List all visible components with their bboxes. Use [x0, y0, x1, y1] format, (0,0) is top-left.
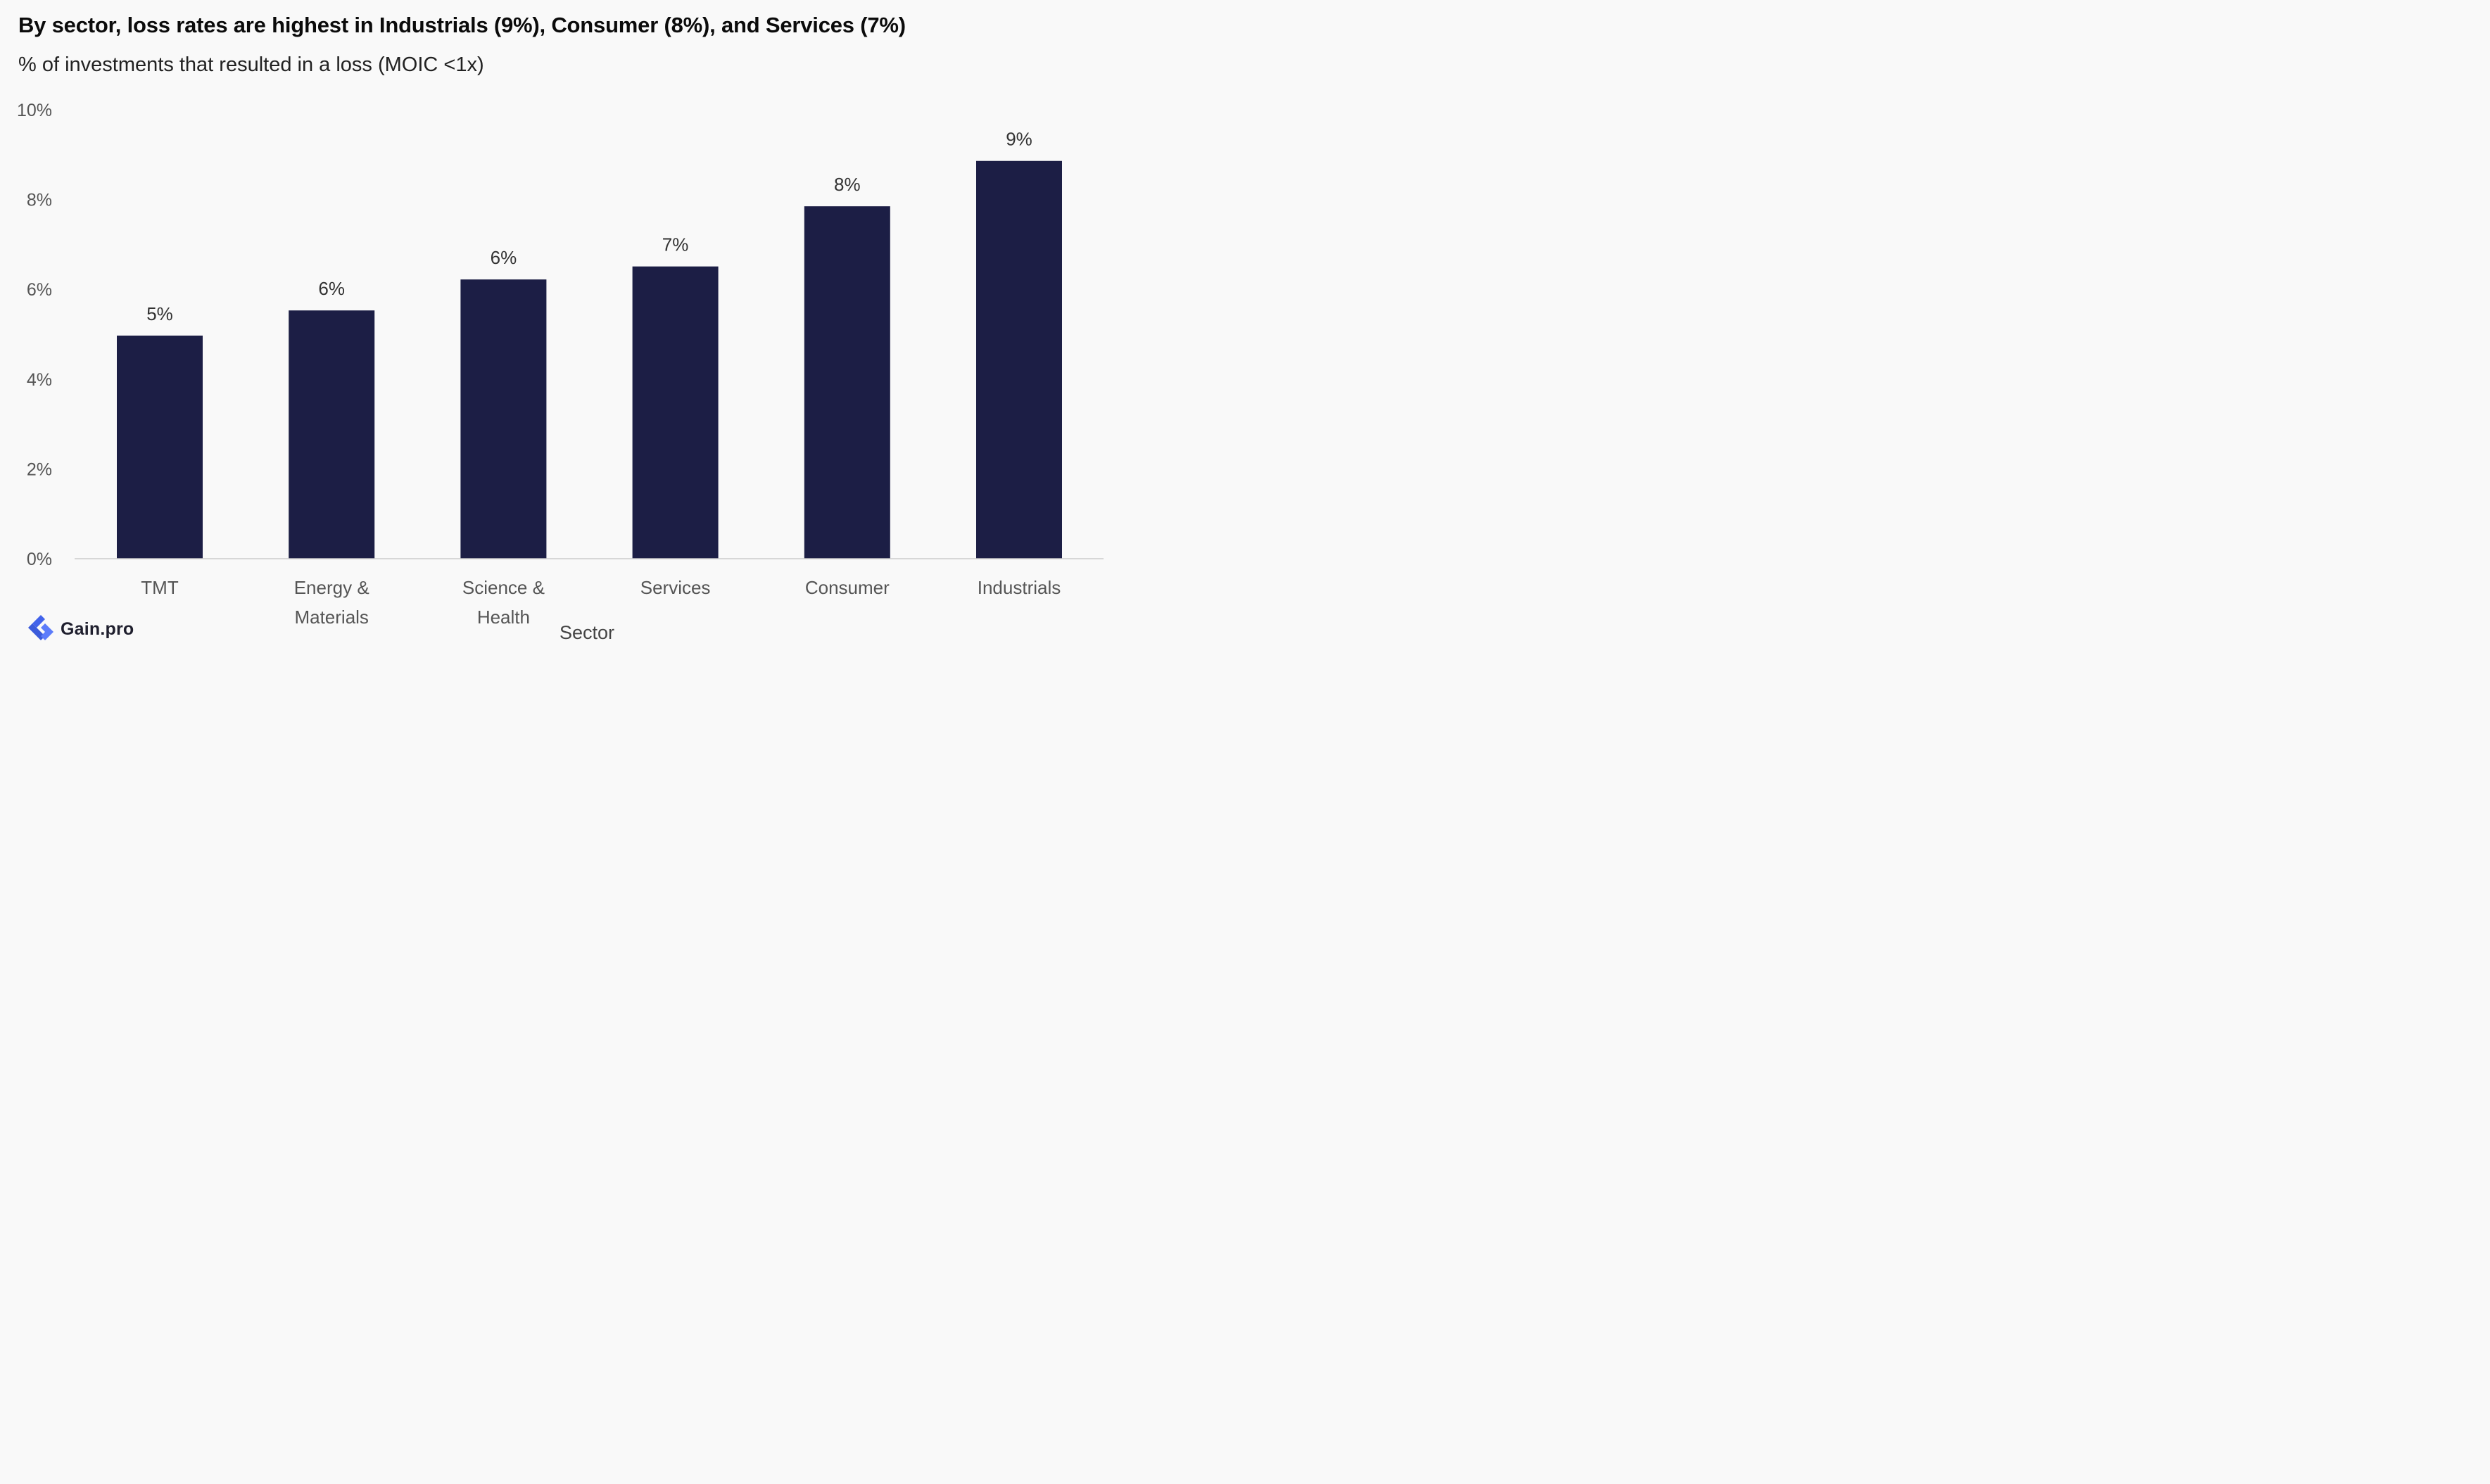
- data-label: 6%: [318, 278, 345, 299]
- bar: [804, 206, 890, 559]
- bar: [976, 160, 1062, 559]
- bar: [117, 335, 203, 559]
- x-tick-label: Health: [477, 607, 530, 628]
- y-tick-label: 0%: [27, 550, 52, 569]
- bar: [460, 279, 547, 559]
- x-tick-label: Services: [640, 577, 711, 598]
- y-tick-label: 10%: [17, 101, 52, 120]
- y-axis-ticks: 0% 2% 4% 6% 8% 10%: [17, 101, 52, 569]
- x-tick-label: Energy &: [294, 577, 369, 598]
- bar-chart: 0% 2% 4% 6% 8% 10% 5% 6% 6% 7% 8% 9% TMT Energy & Ma…: [17, 101, 1104, 643]
- chart-title: By sector, loss rates are highest in Ind…: [18, 13, 906, 37]
- y-tick-label: 2%: [27, 459, 52, 479]
- x-axis-label: Sector: [560, 622, 614, 643]
- data-labels: 5% 6% 6% 7% 8% 9%: [146, 129, 1032, 324]
- bar: [632, 266, 719, 559]
- brand-name: Gain.pro: [61, 619, 134, 639]
- x-tick-label: TMT: [141, 577, 179, 598]
- brand-logo: Gain.pro: [27, 614, 134, 645]
- y-tick-label: 4%: [27, 370, 52, 390]
- x-tick-label: Consumer: [805, 577, 890, 598]
- data-label: 5%: [146, 303, 173, 324]
- bars: [117, 160, 1062, 559]
- y-tick-label: 8%: [27, 191, 52, 210]
- x-axis-ticks: TMT Energy & Materials Science & Health Servi…: [141, 577, 1061, 628]
- y-tick-label: 6%: [27, 280, 52, 300]
- data-label: 9%: [1006, 129, 1032, 150]
- x-tick-label: Industrials: [978, 577, 1061, 598]
- chart-subtitle: % of investments that resulted in a loss…: [18, 53, 484, 76]
- x-tick-label: Materials: [294, 607, 368, 628]
- x-tick-label: Science &: [462, 577, 545, 598]
- data-label: 8%: [834, 174, 861, 195]
- data-label: 6%: [491, 247, 517, 268]
- data-label: 7%: [662, 234, 689, 255]
- bar: [289, 310, 375, 559]
- gain-pro-logo-icon: [27, 614, 55, 645]
